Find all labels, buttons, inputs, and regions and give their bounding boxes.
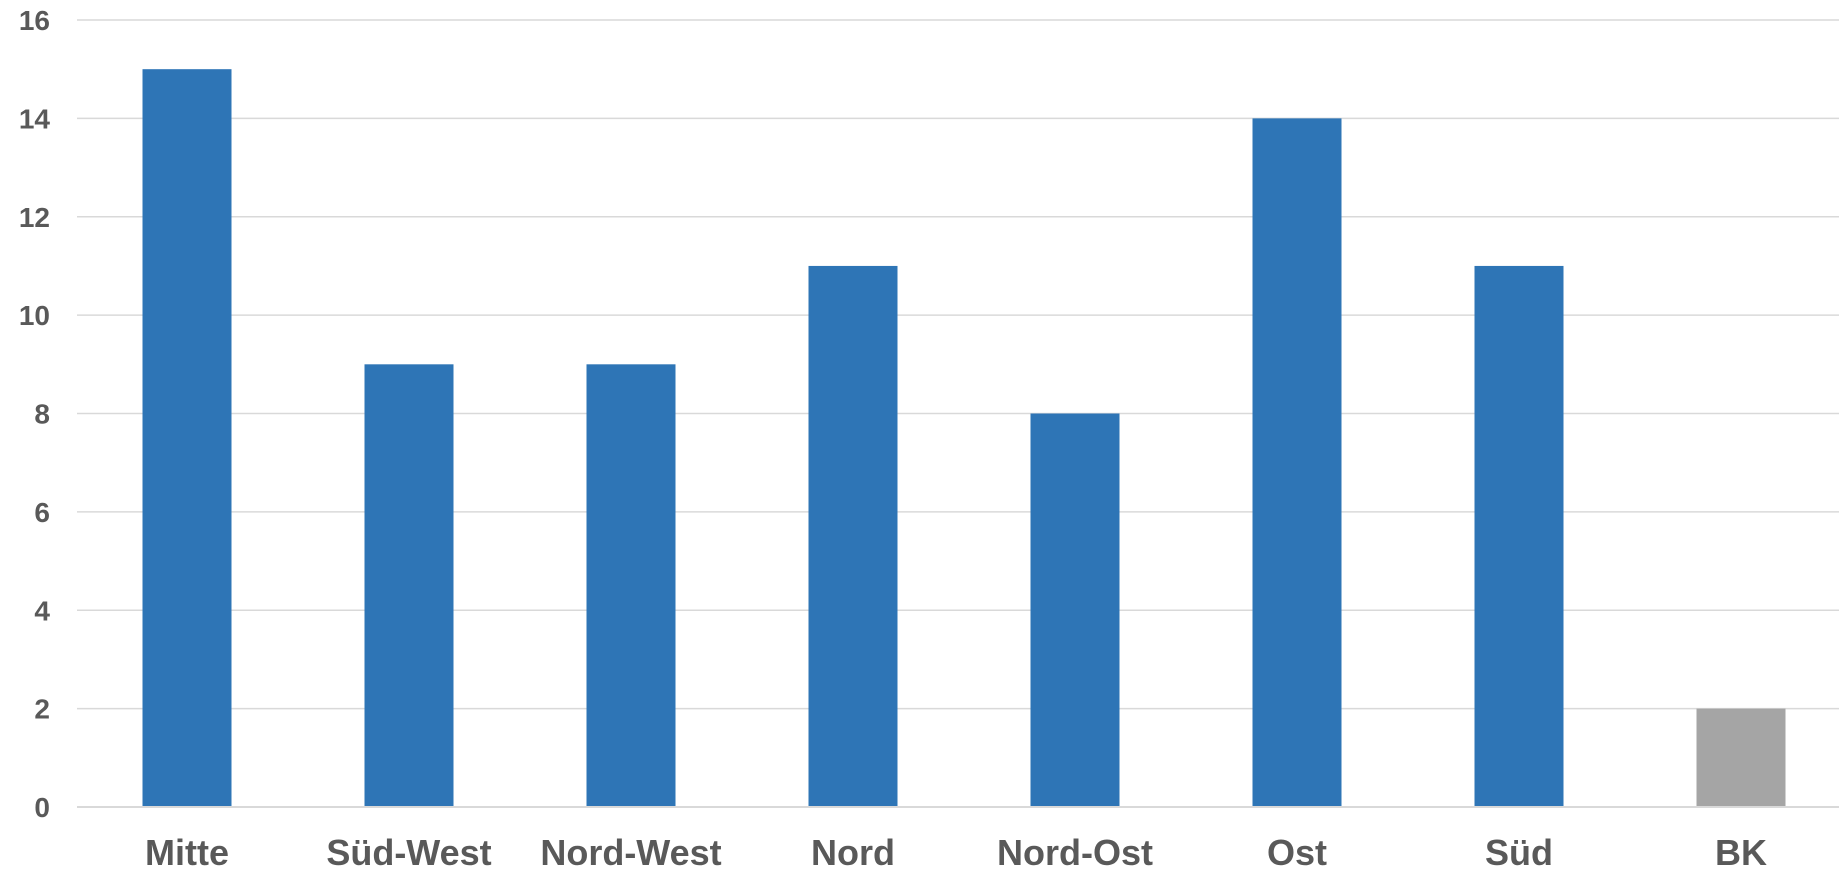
bar-süd bbox=[1474, 265, 1564, 807]
y-tick-label: 2 bbox=[34, 694, 50, 725]
y-axis-ticks: 0 2 4 6 8 10 12 14 16 bbox=[19, 5, 51, 823]
gridlines bbox=[77, 19, 1839, 808]
x-tick-label: Ost bbox=[1267, 832, 1327, 869]
bar-nord-west bbox=[586, 364, 676, 807]
x-tick-label: Nord bbox=[811, 832, 895, 869]
y-tick-label: 12 bbox=[19, 202, 50, 233]
bar-bk bbox=[1696, 708, 1786, 807]
x-tick-label: Süd bbox=[1485, 832, 1553, 869]
bar-süd-west bbox=[364, 364, 454, 807]
bars bbox=[77, 69, 1839, 808]
y-tick-label: 6 bbox=[34, 497, 50, 528]
x-tick-label: Nord-West bbox=[540, 832, 721, 869]
bar-nord-ost bbox=[1030, 413, 1120, 807]
y-tick-label: 16 bbox=[19, 5, 50, 36]
x-axis-ticks: Mitte Süd-West Nord-West Nord Nord-Ost Ost Süd… bbox=[145, 832, 1767, 869]
x-tick-label: Nord-Ost bbox=[997, 832, 1153, 869]
bar-nord bbox=[808, 265, 898, 807]
bar-ost bbox=[1252, 118, 1342, 807]
y-tick-label: 4 bbox=[34, 595, 50, 626]
x-tick-label: BK bbox=[1715, 832, 1767, 869]
x-tick-label: Süd-West bbox=[326, 832, 491, 869]
bar-mitte bbox=[142, 69, 232, 807]
x-tick-label: Mitte bbox=[145, 832, 229, 869]
y-tick-label: 14 bbox=[19, 103, 51, 134]
y-tick-label: 0 bbox=[34, 792, 50, 823]
y-tick-label: 8 bbox=[34, 399, 50, 430]
y-tick-label: 10 bbox=[19, 300, 50, 331]
